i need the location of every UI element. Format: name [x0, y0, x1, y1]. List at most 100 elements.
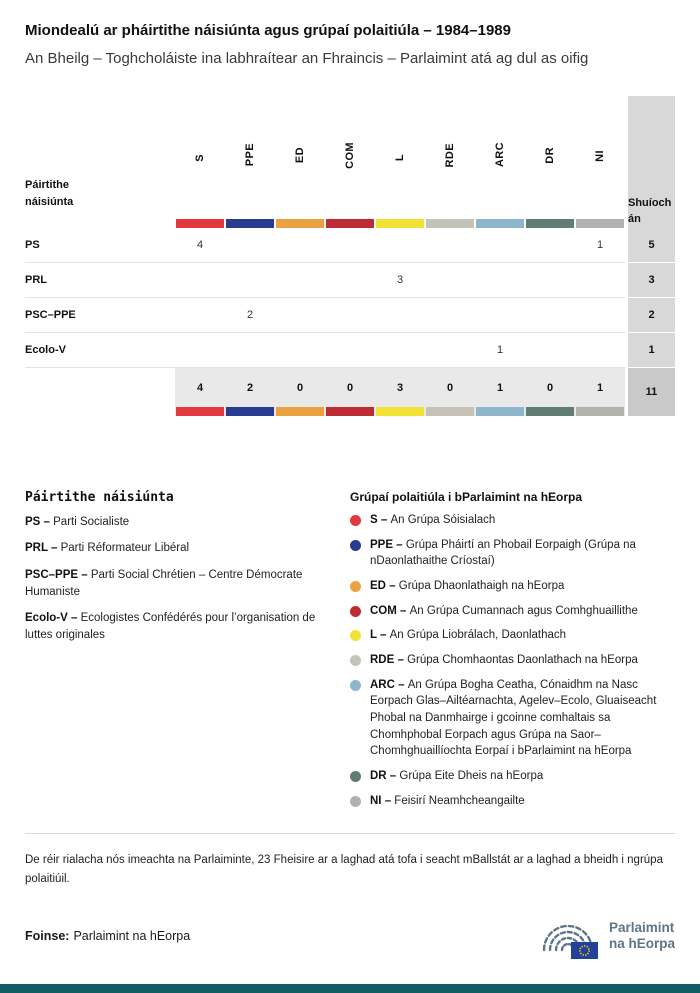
- seat-count-ed: [275, 263, 325, 298]
- column-header-ni: NI: [575, 96, 625, 219]
- group-legend-item: L – An Grúpa Liobrálach, Daonlathach: [350, 627, 675, 644]
- party-name: PSC–PPE: [25, 298, 175, 333]
- table-header-row: Páirtithe náisiúnta S PPE ED COM L RDE ARC DR NI S…: [25, 96, 675, 228]
- dr-legend-dot-icon: [350, 771, 361, 783]
- page-title: Miondealú ar pháirtithe náisiúnta agus g…: [25, 22, 511, 39]
- ppe-legend-dot-icon: [350, 539, 361, 551]
- column-total-value: 0: [346, 381, 354, 394]
- group-legend-text: S – An Grúpa Sóisialach: [370, 512, 495, 529]
- seat-count-l: [375, 333, 425, 368]
- party-abbr: Ecolo-V –: [25, 612, 81, 624]
- column-header-label: DR: [544, 146, 556, 164]
- parties-legend-list: PS – Parti Socialiste PRL – Parti Réforma…: [25, 514, 335, 645]
- seat-count-rde: [425, 263, 475, 298]
- column-header-label: L: [394, 154, 406, 162]
- party-legend-item: PS – Parti Socialiste: [25, 514, 325, 531]
- ppe-color-strip: [226, 407, 274, 416]
- seat-count-ni: [575, 263, 625, 298]
- group-legend-item: RDE – Grúpa Chomhaontas Daonlathach na h…: [350, 652, 675, 669]
- legend-section: Páirtithe náisiúnta PS – Parti Socialist…: [25, 490, 675, 809]
- group-legend-item: ED – Grúpa Dhaonlathaigh na hEorpa: [350, 578, 675, 595]
- group-abbr: PPE –: [370, 538, 406, 551]
- l-legend-dot-icon: [350, 630, 361, 642]
- groups-legend-list: S – An Grúpa Sóisialach PPE – Grúpa Pháir…: [350, 512, 675, 809]
- group-desc: Grúpa Pháirtí an Phobail Eorpaigh (Grúpa…: [370, 538, 636, 568]
- column-header-label: S: [194, 153, 206, 162]
- party-desc: Parti Social Chrétien – Centre Démocrate…: [25, 568, 303, 598]
- source-line: Foinse: Parlaimint na hEorpa: [25, 929, 190, 943]
- group-legend-item: COM – An Grúpa Cumannach agus Comhghuail…: [350, 603, 675, 620]
- party-desc: Parti Socialiste: [53, 516, 130, 528]
- parties-legend: Páirtithe náisiúnta PS – Parti Socialist…: [25, 490, 335, 809]
- column-total-value: 2: [246, 381, 254, 394]
- party-legend-item: PRL – Parti Réformateur Libéral: [25, 540, 325, 557]
- column-header-label: NI: [594, 149, 606, 162]
- column-header-ed: ED: [275, 96, 325, 219]
- divider: [25, 833, 675, 835]
- arc-legend-dot-icon: [350, 679, 361, 691]
- s-legend-dot-icon: [350, 515, 361, 526]
- seat-count-com: [325, 228, 375, 263]
- party-desc: Parti Réformateur Libéral: [60, 542, 190, 555]
- l-color-strip: [376, 407, 424, 416]
- parties-legend-title: Páirtithe náisiúnta: [25, 490, 174, 505]
- party-row: PRL 3 3: [25, 263, 675, 298]
- com-color-strip: [326, 407, 374, 416]
- seat-count-com: [325, 263, 375, 298]
- seat-count-ppe: [225, 228, 275, 263]
- dr-color-strip: [526, 219, 574, 228]
- row-header-cell: Páirtithe náisiúnta: [25, 96, 175, 219]
- group-desc: Grúpa Eite Dheis na hEorpa: [399, 770, 544, 783]
- group-legend-text: ED – Grúpa Dhaonlathaigh na hEorpa: [370, 578, 564, 595]
- ppe-color-strip: [226, 219, 274, 228]
- column-header-com: COM: [325, 96, 375, 219]
- column-total-value: 0: [296, 381, 304, 394]
- column-total-s: 4: [175, 368, 225, 416]
- rde-color-strip: [426, 219, 474, 228]
- bottom-bar: [0, 984, 700, 993]
- seat-count-ni: [575, 333, 625, 368]
- infographic: Miondealú ar pháirtithe náisiúnta agus g…: [25, 22, 675, 960]
- column-header-label: COM: [344, 141, 356, 169]
- seat-count-s: [175, 263, 225, 298]
- seat-count-rde: [425, 333, 475, 368]
- ep-logo-text: Parlaimint na hEorpa: [609, 920, 675, 952]
- group-legend-item: DR – Grúpa Eite Dheis na hEorpa: [350, 768, 675, 785]
- seat-count-dr: [525, 263, 575, 298]
- ed-legend-dot-icon: [350, 581, 361, 593]
- strip-cell-dr: [525, 219, 575, 228]
- column-total-rde: 0: [425, 368, 475, 416]
- ep-logo: Parlaimint na hEorpa: [537, 912, 675, 960]
- group-abbr: DR –: [370, 770, 400, 783]
- groups-legend: Grúpaí polaitiúla i bParlaimint na hEorp…: [350, 490, 675, 809]
- group-desc: An Grúpa Cumannach agus Comhghuaillithe: [409, 604, 638, 617]
- totals-row-spacer: [25, 368, 175, 416]
- ep-logo-line2: na hEorpa: [608, 935, 675, 951]
- party-total: 2: [628, 298, 675, 333]
- seat-count-dr: [525, 298, 575, 333]
- group-abbr: L –: [370, 629, 390, 642]
- strip-cell-ppe: [225, 219, 275, 228]
- column-header-label: RDE: [444, 142, 456, 168]
- column-spacer: [625, 298, 628, 333]
- strip-cell-arc: [475, 219, 525, 228]
- strip-cell-com: [325, 219, 375, 228]
- seat-count-ni: 1: [575, 228, 625, 263]
- column-spacer: [625, 368, 628, 416]
- strip-cell-l: [375, 219, 425, 228]
- group-abbr: NI –: [370, 794, 395, 807]
- group-legend-text: RDE – Grúpa Chomhaontas Daonlathach na h…: [370, 652, 638, 669]
- seat-count-ppe: [225, 263, 275, 298]
- strip-cell-s: [175, 219, 225, 228]
- group-abbr: COM –: [370, 604, 410, 617]
- party-row: PSC–PPE 2 2: [25, 298, 675, 333]
- group-desc: Feisirí Neamhcheangailte: [394, 794, 525, 807]
- strip-cell-ed: [275, 219, 325, 228]
- column-header-ppe: PPE: [225, 96, 275, 219]
- column-total-value: 3: [396, 381, 404, 394]
- seat-count-arc: [475, 228, 525, 263]
- party-name: Ecolo-V: [25, 333, 175, 368]
- column-spacer: [625, 263, 628, 298]
- group-desc: Grúpa Chomhaontas Daonlathach na hEorpa: [407, 654, 638, 667]
- column-total-com: 0: [325, 368, 375, 416]
